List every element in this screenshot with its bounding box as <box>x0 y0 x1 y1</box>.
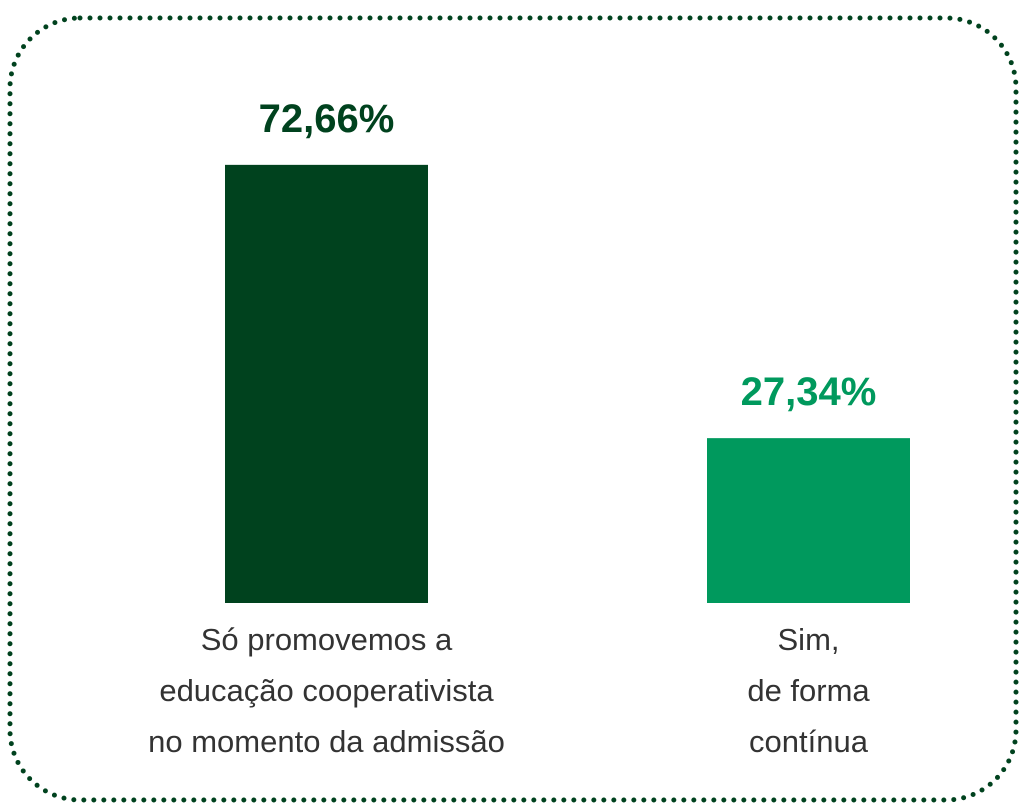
dotted-frame <box>7 15 1019 803</box>
bar <box>225 164 428 603</box>
bar <box>707 438 910 603</box>
value-label: 27,34% <box>740 370 877 415</box>
category-label: Sim, de forma contínua <box>747 622 870 759</box>
value-label: 72,66% <box>258 96 395 141</box>
category-label: Só promovemos a educação cooperativista … <box>148 622 505 759</box>
